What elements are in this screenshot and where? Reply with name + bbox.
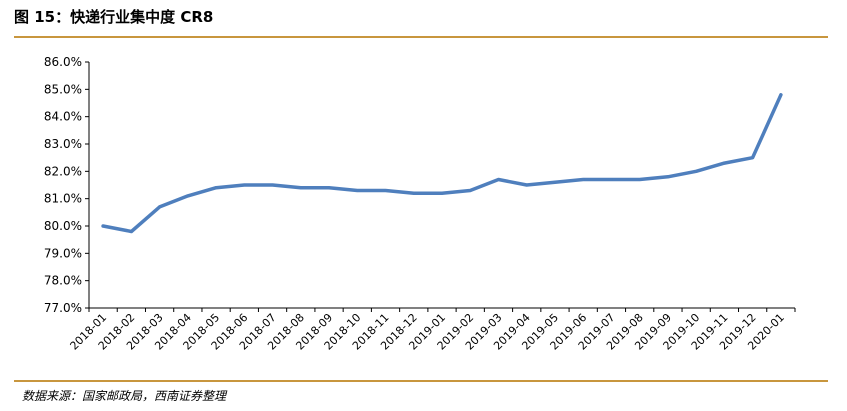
data-point [327,186,331,190]
y-axis-ticks: 77.0% 78.0% 79.0% 80.0% 81.0% 82.0% 83.0% 84.0%… [44,55,89,315]
data-point [496,178,500,182]
figure-title: 图 15：快递行业集中度 CR8 [14,8,214,26]
y-tick-label: 84.0% [44,110,82,124]
y-tick-label: 83.0% [44,137,82,151]
data-point [638,178,642,182]
data-point [101,224,105,228]
data-point [722,161,726,165]
data-point [158,205,162,209]
data-point [186,194,190,198]
data-point [214,186,218,190]
source-note: 数据来源：国家邮政局，西南证券整理 [22,389,227,403]
data-point [384,188,388,192]
data-point [355,188,359,192]
data-point [694,169,698,173]
data-point [751,156,755,160]
data-point [242,183,246,187]
y-tick-label: 81.0% [44,192,82,206]
data-point [525,183,529,187]
y-tick-label: 77.0% [44,301,82,315]
y-tick-label: 82.0% [44,164,82,178]
data-point [412,191,416,195]
series-group [101,93,783,234]
series-line [101,93,783,234]
data-point [129,229,133,233]
data-point [468,188,472,192]
bottom-rule [14,380,828,382]
data-point [440,191,444,195]
y-tick-label: 80.0% [44,219,82,233]
data-point [666,175,670,179]
data-point [553,180,557,184]
top-rule [14,36,828,38]
cr8-line-chart: 77.0% 78.0% 79.0% 80.0% 81.0% 82.0% 83.0% 84.0%… [44,55,796,353]
y-tick-label: 86.0% [44,55,82,69]
y-tick-label: 78.0% [44,274,82,288]
data-point [581,178,585,182]
data-point [609,178,613,182]
x-axis-ticks: 2018-012018-022018-032018-042018-052018-… [68,308,796,353]
data-point [271,183,275,187]
data-point [779,93,783,97]
y-tick-label: 79.0% [44,246,82,260]
y-tick-label: 85.0% [44,82,82,96]
data-point [299,186,303,190]
